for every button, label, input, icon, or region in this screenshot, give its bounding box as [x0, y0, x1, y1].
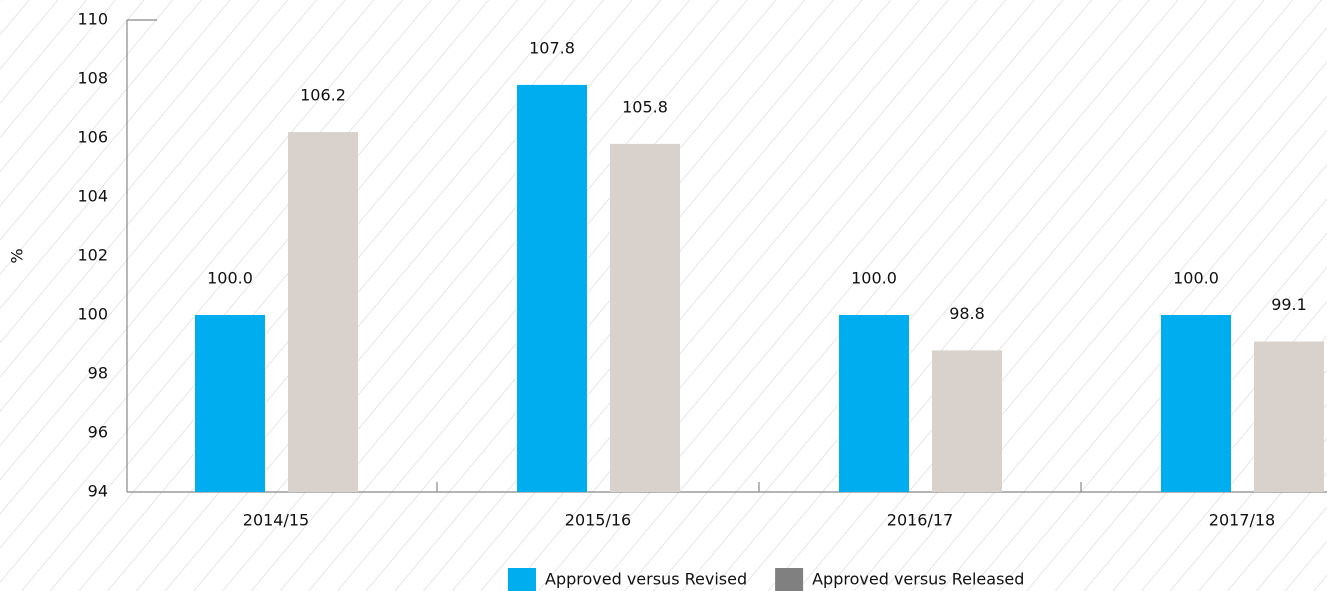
bar	[1254, 341, 1324, 492]
legend-label: Approved versus Revised	[545, 570, 747, 589]
x-tick-label: 2017/18	[1209, 511, 1275, 530]
bar	[1161, 315, 1231, 492]
data-label: 99.1	[1271, 295, 1307, 314]
data-label: 100.0	[207, 269, 253, 288]
legend-swatch	[508, 568, 536, 591]
bar	[932, 350, 1002, 492]
bar	[288, 132, 358, 492]
legend-swatch	[775, 568, 804, 591]
data-label: 100.0	[851, 269, 897, 288]
bar	[517, 84, 587, 493]
bar	[839, 315, 909, 492]
y-tick-label: 102	[77, 246, 108, 265]
y-tick-label: 108	[77, 69, 108, 88]
data-label: 105.8	[622, 97, 668, 116]
bar	[195, 315, 265, 492]
y-tick-label: 94	[88, 482, 108, 501]
y-tick-label: 106	[77, 128, 108, 147]
bar	[610, 143, 680, 492]
y-tick-label: 100	[77, 305, 108, 324]
data-label: 100.0	[1173, 269, 1219, 288]
y-tick-label: 98	[88, 364, 108, 383]
data-label: 98.8	[949, 304, 985, 323]
x-tick-label: 2015/16	[565, 511, 631, 530]
y-tick-label: 96	[88, 423, 108, 442]
data-label: 106.2	[300, 86, 346, 105]
y-tick-label: 104	[77, 187, 108, 206]
y-axis-label: %	[8, 248, 27, 263]
x-tick-label: 2016/17	[887, 511, 953, 530]
x-tick-label: 2014/15	[243, 511, 309, 530]
data-label: 107.8	[529, 38, 575, 57]
legend-label: Approved versus Released	[812, 570, 1024, 589]
y-tick-label: 110	[77, 10, 108, 29]
